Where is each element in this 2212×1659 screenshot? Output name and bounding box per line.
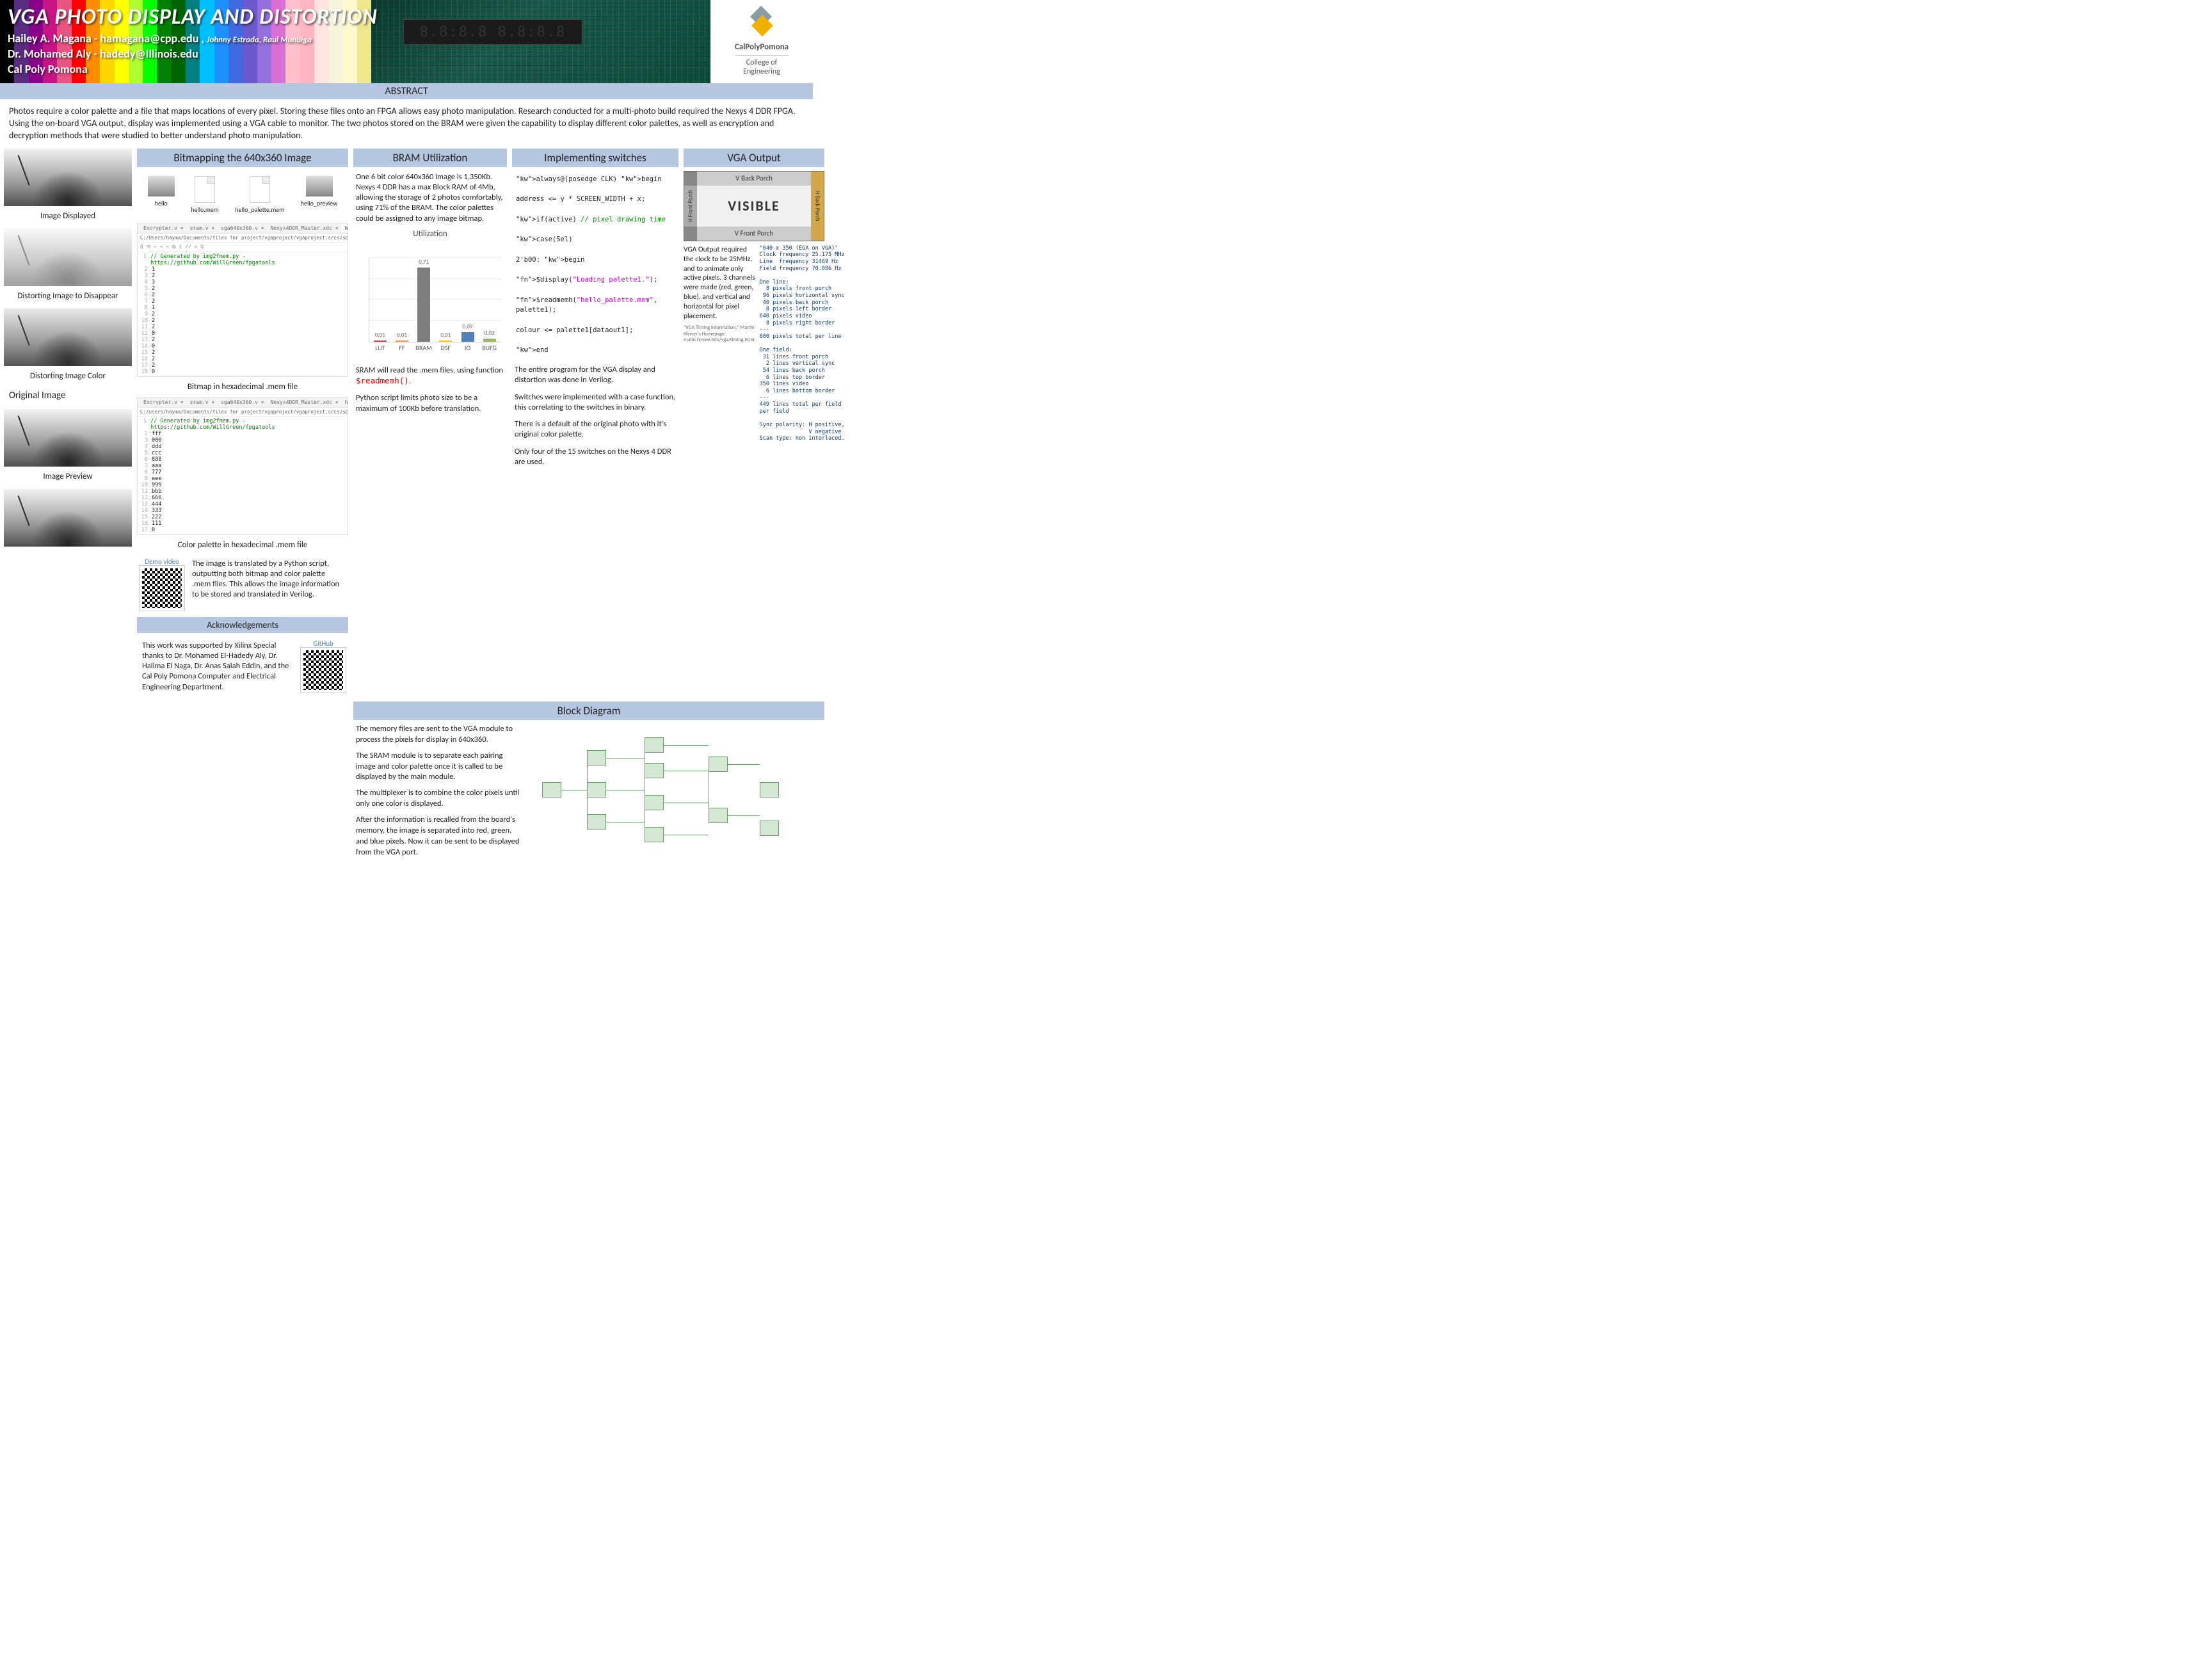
block-text: The memory files are sent to the VGA mod… — [356, 724, 522, 863]
demo-video-label: Demo video — [140, 557, 184, 566]
ack-heading: Acknowledgements — [137, 617, 348, 633]
editor-palette-mem: Encrypter.v ×sram.v ×vga640x360.v ×Nexys… — [137, 397, 348, 535]
block-diagram-graphic — [529, 724, 822, 858]
bram-heading: BRAM Utilization — [353, 148, 507, 167]
abstract-text: Photos require a color palette and a fil… — [0, 99, 813, 148]
university-logo: CalPolyPomona College of Engineering — [710, 0, 813, 83]
cap-palette-hex: Color palette in hexadecimal .mem file — [137, 539, 348, 551]
cap-preview: Image Preview — [4, 470, 132, 485]
demo-qr-block: Demo video — [140, 557, 184, 611]
editor2-tabs: Encrypter.v ×sram.v ×vga640x360.v ×Nexys… — [138, 397, 348, 408]
logo-text: CalPolyPomona College of Engineering — [735, 42, 789, 76]
editor-toolbar: Q ⟲ ↶ ↷ ✂ ⧉ ▯ // ⌕ Ω — [138, 243, 348, 252]
author-secondary: Johnny Estrada, Raul Munuiga — [207, 35, 312, 45]
translate-paragraph: The image is translated by a Python scri… — [189, 557, 346, 602]
qr-github-icon — [301, 648, 346, 693]
file-icon: hello_preview — [301, 176, 338, 214]
vga-timing-spec: "640 x 350 (EGA on VGA)" Clock frequency… — [760, 245, 845, 442]
col-vga: VGA Output V Back Porch H Front Porch VI… — [684, 148, 824, 696]
seven-segment-display: 8.8:8.8 8.8:8.8 — [403, 19, 582, 45]
chart-area: 0,01LUT0,01FF0,71BRAM0,01DSF0,09IO0,03BU… — [369, 258, 501, 342]
vga-info-row: VGA Output required the clock to be 25MH… — [684, 245, 824, 442]
github-label: GitHub — [301, 639, 346, 648]
authors-line-1: Hailey A. Magana - hamagana@cpp.edu , Jo… — [8, 31, 378, 45]
file-icons-row: hello hello.mem hello_palette.mem hello_pre… — [137, 171, 348, 219]
cap-image-disappear: Distorting Image to Disappear — [4, 290, 132, 305]
switches-p2: Switches were implemented with a case fu… — [512, 391, 678, 415]
bitmap-heading: Bitmapping the 640x360 Image — [137, 148, 348, 167]
image-preview — [4, 489, 132, 547]
poster-title: VGA PHOTO DISPLAY AND DISTORTION — [8, 4, 378, 30]
author-primary: Hailey A. Magana - hamagana@cpp.edu , — [8, 31, 204, 45]
cpp-logo-icon — [746, 6, 778, 38]
authors-line-2: Dr. Mohamed Aly - hadedy@Illinois.edu — [8, 47, 378, 61]
editor-lines: 1// Generated by img2fmem.py - https://g… — [138, 252, 348, 376]
qr-demo-icon — [140, 566, 184, 611]
block-heading: Block Diagram — [353, 701, 824, 720]
utilization-chart: Utilization 0,01LUT0,01FF0,71BRAM0,01DSF… — [353, 229, 507, 360]
switches-heading: Implementing switches — [512, 148, 678, 167]
poster-header: 8.8:8.8 8.8:8.8 CalPolyPomona College of… — [0, 0, 813, 83]
block-p2: The SRAM module is to separate each pair… — [356, 751, 522, 783]
logo-main-text: CalPolyPomona — [735, 42, 789, 52]
verilog-code: "kw">always@(posedge CLK) "kw">begin add… — [512, 171, 678, 360]
title-block: VGA PHOTO DISPLAY AND DISTORTION Hailey … — [8, 4, 378, 76]
abstract-heading: ABSTRACT — [0, 83, 813, 99]
editor-path: C:/Users/hayma/Documents/files for proje… — [138, 234, 348, 243]
v-front-porch: V Front Porch — [697, 227, 811, 241]
switches-p3: There is a default of the original photo… — [512, 418, 678, 442]
vga-heading: VGA Output — [684, 148, 824, 167]
block-p3: The multiplexer is to combine the color … — [356, 788, 522, 810]
visible-region: VISIBLE — [697, 186, 811, 227]
switches-p4: Only four of the 15 switches on the Nexy… — [512, 445, 678, 469]
chart-title: Utilization — [353, 229, 507, 239]
python-limit-text: Python script limits photo size to be a … — [353, 392, 507, 415]
col-bitmapping: Bitmapping the 640x360 Image hello hello.… — [137, 148, 348, 696]
cap-image-displayed: Image Displayed — [4, 210, 132, 225]
col-switches: Implementing switches "kw">always@(posed… — [512, 148, 678, 696]
v-back-porch: V Back Porch — [697, 172, 811, 186]
editor2-path: C:/users/hayma/Documents/files for proje… — [138, 408, 348, 417]
h-back-porch: H Back Porch — [811, 172, 824, 241]
block-diagram-section: Block Diagram The memory files are sent … — [353, 701, 824, 867]
editor2-lines: 1// Generated by img2fmem.py - https://g… — [138, 417, 348, 534]
col-bram: BRAM Utilization One 6 bit color 640x360… — [353, 148, 507, 696]
vga-porch-diagram: V Back Porch H Front Porch VISIBLE H Bac… — [684, 171, 824, 241]
vga-citation: "VGA Timing Information." Martin Hinner'… — [684, 325, 756, 344]
image-original — [4, 409, 132, 467]
demo-row: Demo video The image is translated by a … — [137, 555, 348, 613]
editor-tabs: Encrypter.v ×sram.v ×vga640x360.v ×Nexys… — [138, 223, 348, 234]
cap-original: Original Image — [4, 389, 132, 405]
readmemh-fn: $readmemh() — [356, 376, 409, 385]
block-p1: The memory files are sent to the VGA mod… — [356, 724, 522, 746]
image-color-distort — [4, 309, 132, 366]
vga-text-col: VGA Output required the clock to be 25MH… — [684, 245, 756, 442]
bram-intro: One 6 bit color 640x360 image is 1,350Kb… — [353, 171, 507, 225]
cap-image-color: Distorting Image Color — [4, 370, 132, 385]
ack-text: This work was supported by Xilinx Specia… — [140, 639, 296, 694]
image-disappear — [4, 228, 132, 286]
file-icon: hello — [148, 176, 175, 214]
ack-row: This work was supported by Xilinx Specia… — [137, 637, 348, 696]
sram-text-a: SRAM will read the .mem files, using fun… — [356, 365, 503, 375]
file-icon: hello_palette.mem — [235, 176, 284, 214]
sram-text: SRAM will read the .mem files, using fun… — [353, 364, 507, 389]
switches-p1: The entire program for the VGA display a… — [512, 364, 678, 387]
logo-sub-text: College of Engineering — [743, 58, 780, 76]
sram-text-b: . — [409, 376, 411, 386]
col-sample-images: Image Displayed Distorting Image to Disa… — [4, 148, 132, 696]
institution-name: Cal Poly Pomona — [8, 62, 378, 76]
fpga-board-photo: 8.8:8.8 8.8:8.8 — [371, 0, 710, 83]
image-displayed — [4, 148, 132, 206]
editor-hello-mem: Encrypter.v ×sram.v ×vga640x360.v ×Nexys… — [137, 223, 348, 377]
h-front-porch: H Front Porch — [684, 186, 697, 227]
block-p4: After the information is recalled from t… — [356, 815, 522, 858]
vga-description: VGA Output required the clock to be 25MH… — [684, 245, 756, 322]
cap-bitmap-hex: Bitmap in hexadecimal .mem file — [137, 381, 348, 393]
github-qr-block: GitHub — [301, 639, 346, 693]
file-icon: hello.mem — [191, 176, 219, 214]
